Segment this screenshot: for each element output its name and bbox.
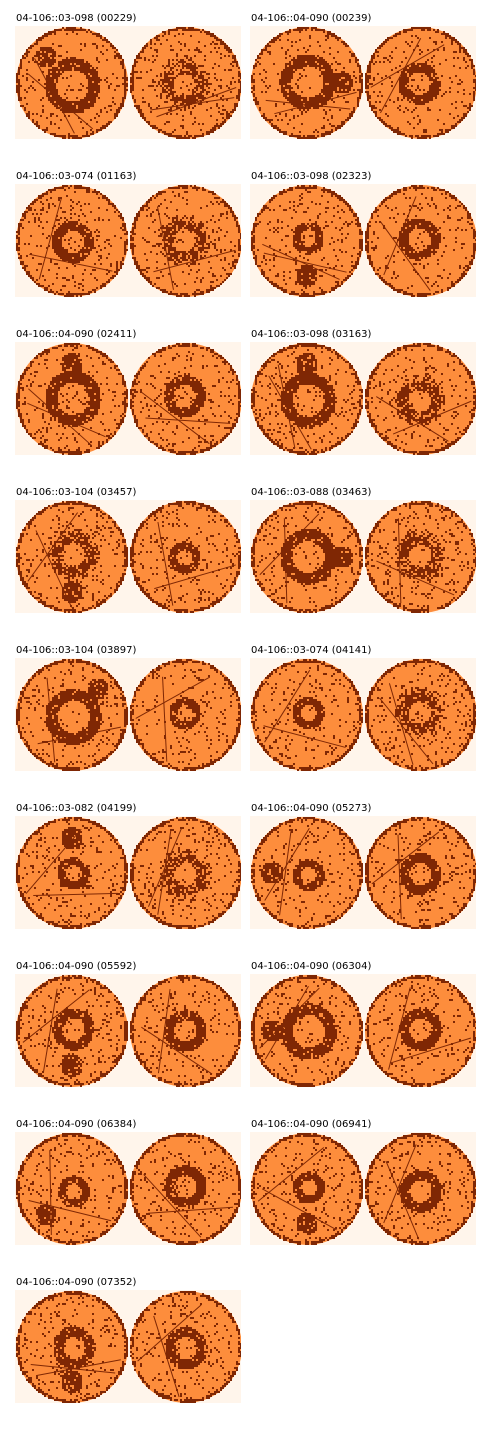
image-panel: 04-106::04-090 (06941) <box>250 1118 478 1246</box>
wafer-map-svg <box>15 1290 241 1403</box>
panel-title: 04-106::03-074 (04141) <box>251 644 371 658</box>
image-panel: 04-106::04-090 (06384) <box>15 1118 243 1246</box>
panel-title: 04-106::04-090 (05273) <box>251 802 371 816</box>
panel-title: 04-106::04-090 (06384) <box>16 1118 136 1132</box>
panel-title: 04-106::03-098 (00229) <box>16 12 136 26</box>
wafer-image-pair <box>250 342 476 455</box>
image-panel: 04-106::04-090 (02411) <box>15 328 243 456</box>
image-panel: 04-106::04-090 (00239) <box>250 12 478 140</box>
image-panel: 04-106::03-098 (03163) <box>250 328 478 456</box>
wafer-map-svg <box>250 1132 476 1245</box>
wafer-map-svg <box>15 658 241 771</box>
wafer-image-pair <box>15 1132 241 1245</box>
wafer-image-pair <box>250 26 476 139</box>
image-panel: 04-106::04-090 (05273) <box>250 802 478 930</box>
panel-title: 04-106::03-098 (03163) <box>251 328 371 342</box>
image-panel: 04-106::03-098 (02323) <box>250 170 478 298</box>
image-panel: 04-106::04-090 (05592) <box>15 960 243 1088</box>
wafer-image-pair <box>250 184 476 297</box>
panel-title: 04-106::04-090 (07352) <box>16 1276 136 1290</box>
wafer-map-svg <box>15 816 241 929</box>
wafer-map-svg <box>250 974 476 1087</box>
wafer-image-pair <box>15 816 241 929</box>
image-panel: 04-106::04-090 (07352) <box>15 1276 243 1404</box>
wafer-image-pair <box>250 658 476 771</box>
panel-title: 04-106::03-074 (01163) <box>16 170 136 184</box>
panel-title: 04-106::03-088 (03463) <box>251 486 371 500</box>
image-panel: 04-106::03-074 (04141) <box>250 644 478 772</box>
panel-title: 04-106::04-090 (02411) <box>16 328 136 342</box>
wafer-image-pair <box>15 658 241 771</box>
image-panel: 04-106::03-082 (04199) <box>15 802 243 930</box>
wafer-map-svg <box>250 816 476 929</box>
image-panel: 04-106::03-098 (00229) <box>15 12 243 140</box>
wafer-map-svg <box>15 26 241 139</box>
wafer-image-pair <box>250 974 476 1087</box>
wafer-image-pair <box>15 500 241 613</box>
wafer-map-svg <box>15 1132 241 1245</box>
wafer-image-pair <box>250 816 476 929</box>
wafer-image-pair <box>15 184 241 297</box>
panel-title: 04-106::04-090 (05592) <box>16 960 136 974</box>
image-panel: 04-106::03-074 (01163) <box>15 170 243 298</box>
wafer-map-svg <box>250 26 476 139</box>
panel-title: 04-106::03-098 (02323) <box>251 170 371 184</box>
panel-title: 04-106::03-104 (03897) <box>16 644 136 658</box>
wafer-map-svg <box>250 342 476 455</box>
panel-title: 04-106::04-090 (06941) <box>251 1118 371 1132</box>
wafer-map-svg <box>250 658 476 771</box>
image-panel: 04-106::03-104 (03897) <box>15 644 243 772</box>
wafer-map-svg <box>250 184 476 297</box>
panel-title: 04-106::04-090 (06304) <box>251 960 371 974</box>
image-panel: 04-106::04-090 (06304) <box>250 960 478 1088</box>
panel-title: 04-106::04-090 (00239) <box>251 12 371 26</box>
wafer-image-pair <box>15 26 241 139</box>
wafer-map-svg <box>15 184 241 297</box>
wafer-image-pair <box>15 1290 241 1403</box>
wafer-image-pair <box>15 974 241 1087</box>
wafer-image-pair <box>250 500 476 613</box>
wafer-map-svg <box>15 342 241 455</box>
wafer-image-pair <box>250 1132 476 1245</box>
wafer-map-svg <box>15 974 241 1087</box>
panel-title: 04-106::03-104 (03457) <box>16 486 136 500</box>
wafer-map-svg <box>250 500 476 613</box>
panel-title: 04-106::03-082 (04199) <box>16 802 136 816</box>
wafer-map-svg <box>15 500 241 613</box>
image-panel: 04-106::03-104 (03457) <box>15 486 243 614</box>
image-panel: 04-106::03-088 (03463) <box>250 486 478 614</box>
wafer-image-pair <box>15 342 241 455</box>
